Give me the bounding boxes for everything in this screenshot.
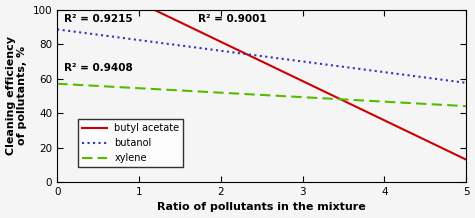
Y-axis label: Cleaning efficiency
of pollutants, %: Cleaning efficiency of pollutants, % — [6, 36, 27, 155]
Text: R² = 0.9001: R² = 0.9001 — [198, 14, 266, 24]
Text: R² = 0.9215: R² = 0.9215 — [64, 14, 133, 24]
Text: R² = 0.9408: R² = 0.9408 — [64, 63, 133, 73]
Legend: butyl acetate, butanol, xylene: butyl acetate, butanol, xylene — [78, 119, 183, 167]
X-axis label: Ratio of pollutants in the mixture: Ratio of pollutants in the mixture — [157, 203, 366, 213]
